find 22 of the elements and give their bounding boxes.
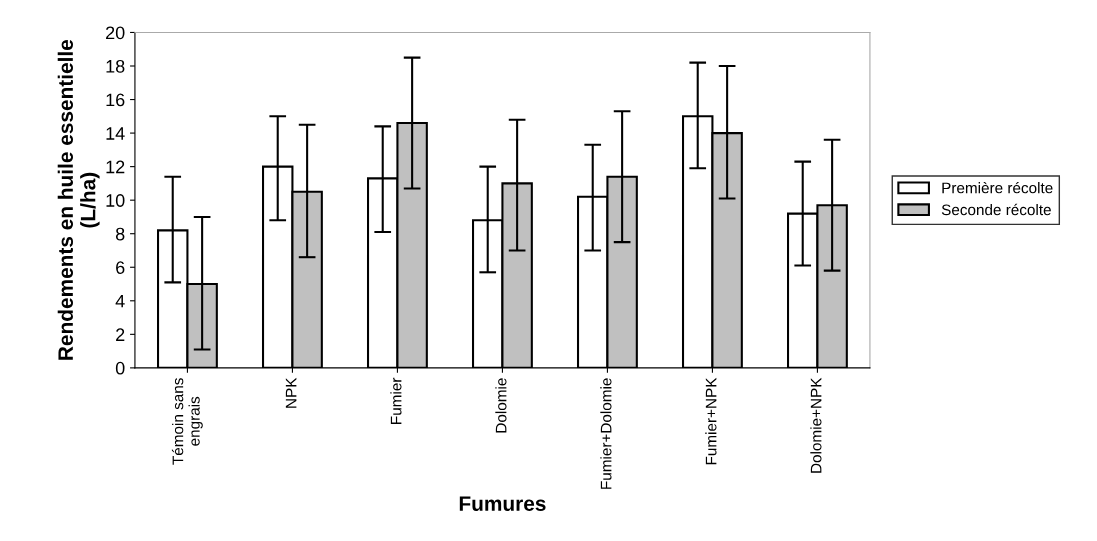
y-tick-label: 0 <box>115 361 125 375</box>
y-tick-label: 20 <box>106 26 125 40</box>
legend-label: Première récolte <box>942 181 1053 194</box>
y-tick-label: 14 <box>106 127 125 140</box>
y-tick-label: 8 <box>115 227 125 241</box>
y-axis-title: Rendements en huile essentielle (L/ha) <box>57 39 100 360</box>
y-tick-label: 16 <box>106 93 125 107</box>
y-tick-label: 18 <box>106 59 125 73</box>
y-tick-label: 6 <box>116 261 125 274</box>
x-tick-label: Fumier+NPK <box>705 377 717 465</box>
y-tick-label: 2 <box>116 328 125 341</box>
x-tick-label: Dolomie+NPK <box>810 377 822 473</box>
x-tick-label: Fumier+Dolomie <box>600 378 612 489</box>
x-axis-title: Fumures <box>459 496 546 511</box>
x-tick-label: Fumier <box>390 377 402 424</box>
y-tick-label: 12 <box>106 160 125 174</box>
y-tick-label: 10 <box>106 194 125 207</box>
x-tick-label: NPK <box>285 377 297 408</box>
y-tick-label: 4 <box>115 294 125 308</box>
x-tick-label: Témoin sans engrais <box>171 378 203 465</box>
x-tick-label: Dolomie <box>495 378 507 433</box>
legend-label: Seconde récolte <box>941 203 1051 216</box>
